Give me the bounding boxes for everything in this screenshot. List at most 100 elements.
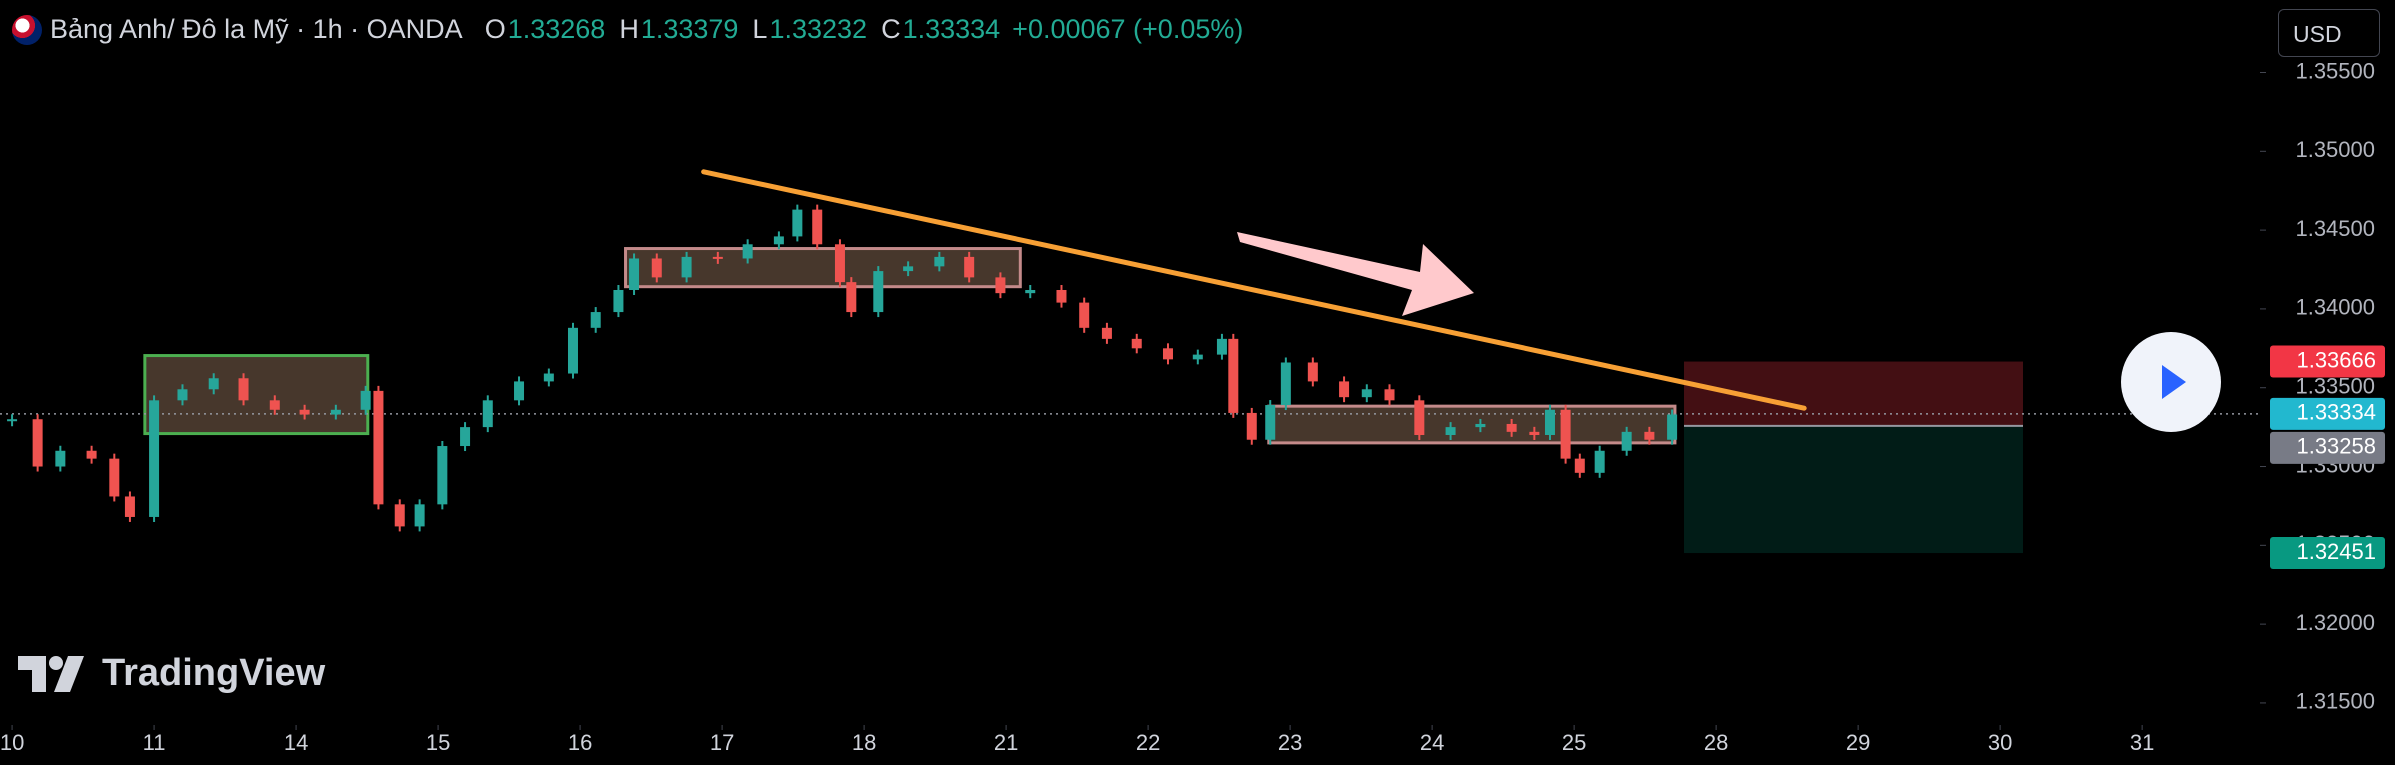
candle-body bbox=[1667, 414, 1678, 440]
candle-body bbox=[460, 427, 471, 447]
axis-layer: 1.355001.350001.345001.340001.335001.330… bbox=[0, 58, 2385, 755]
logo: TradingView bbox=[18, 652, 325, 695]
candle-body bbox=[934, 256, 945, 267]
candle-body bbox=[109, 458, 120, 497]
candle-body bbox=[712, 256, 723, 259]
logo-icon bbox=[18, 655, 84, 692]
candle-body bbox=[373, 390, 384, 505]
candle-body bbox=[32, 419, 43, 467]
x-tick-label: 18 bbox=[852, 730, 876, 755]
price-badge bbox=[2270, 345, 2385, 378]
candle-body bbox=[1246, 412, 1257, 440]
x-tick-label: 25 bbox=[1562, 730, 1586, 755]
price-badge bbox=[2270, 397, 2385, 430]
x-tick-label: 24 bbox=[1420, 730, 1444, 755]
ohlc-item: L1.33232 bbox=[752, 14, 867, 45]
candle-body bbox=[543, 373, 554, 382]
candle-body bbox=[1529, 431, 1540, 435]
direction-arrow bbox=[1237, 232, 1474, 316]
candle-body bbox=[1574, 458, 1585, 473]
symbol-header: Bảng Anh/ Đô la Mỹ · 1h · OANDA O1.33268… bbox=[12, 14, 1243, 45]
x-tick-label: 29 bbox=[1846, 730, 1870, 755]
x-tick-label: 28 bbox=[1704, 730, 1728, 755]
ohlc-value: 1.33268 bbox=[507, 14, 606, 44]
candle-body bbox=[437, 446, 448, 505]
candle-body bbox=[1079, 302, 1090, 328]
candle-body bbox=[681, 256, 692, 278]
candle-body bbox=[86, 450, 97, 459]
candle-body bbox=[812, 209, 823, 245]
candle-body bbox=[1644, 431, 1655, 440]
price-badge bbox=[2270, 537, 2385, 570]
ohlc-label: H bbox=[619, 14, 639, 44]
x-tick-label: 31 bbox=[2130, 730, 2154, 755]
candle-body bbox=[124, 496, 135, 517]
candle-body bbox=[1265, 405, 1276, 440]
x-tick-label: 14 bbox=[284, 730, 308, 755]
candle-body bbox=[1192, 354, 1203, 360]
candle-body bbox=[964, 256, 975, 278]
candle-body bbox=[1056, 290, 1067, 303]
symbol-name[interactable]: Bảng Anh/ Đô la Mỹ · 1h · OANDA bbox=[50, 14, 463, 44]
candle-body bbox=[1560, 409, 1571, 459]
candle-body bbox=[238, 378, 249, 401]
currency-button[interactable]: USD bbox=[2278, 9, 2380, 57]
x-tick-label: 10 bbox=[0, 730, 24, 755]
candle-body bbox=[1162, 348, 1173, 360]
candle-body bbox=[149, 400, 160, 517]
x-tick-label: 30 bbox=[1988, 730, 2012, 755]
x-tick-label: 11 bbox=[143, 730, 166, 755]
price-badge-label: 1.33334 bbox=[2296, 400, 2376, 425]
ohlc-item: O1.33268 bbox=[485, 14, 606, 45]
candle-body bbox=[299, 409, 310, 415]
candle-body bbox=[742, 244, 753, 259]
background-layer bbox=[0, 247, 2260, 554]
candle-body bbox=[1280, 362, 1291, 406]
candle-body bbox=[1339, 381, 1350, 398]
x-tick-label: 17 bbox=[710, 730, 734, 755]
price-badge-label: 1.33258 bbox=[2296, 434, 2376, 459]
y-tick-label: 1.34000 bbox=[2295, 295, 2375, 320]
candle-body bbox=[1307, 362, 1318, 382]
logo-text: TradingView bbox=[102, 652, 326, 694]
target-zone bbox=[1684, 425, 2023, 554]
candle-body bbox=[1475, 423, 1486, 428]
candle-body bbox=[414, 504, 425, 527]
price-change: +0.00067 (+0.05%) bbox=[1012, 14, 1244, 44]
play-button[interactable] bbox=[2121, 332, 2221, 432]
candle-body bbox=[1621, 431, 1632, 451]
candle-body bbox=[1361, 389, 1372, 398]
y-tick-label: 1.35000 bbox=[2295, 137, 2375, 162]
candle-body bbox=[792, 209, 803, 237]
drawings-layer bbox=[701, 169, 1807, 411]
candle-body bbox=[7, 419, 18, 422]
candle-body bbox=[269, 400, 280, 410]
candle-body bbox=[651, 258, 662, 278]
ohlc-label: L bbox=[752, 14, 768, 44]
candle-body bbox=[1131, 338, 1142, 349]
zone-box bbox=[1267, 404, 1677, 445]
x-tick-label: 16 bbox=[568, 730, 592, 755]
candle-body bbox=[846, 282, 857, 313]
ohlc-item: C1.33334 bbox=[881, 14, 1000, 45]
candle-body bbox=[903, 266, 914, 272]
y-tick-label: 1.32000 bbox=[2295, 610, 2375, 635]
ohlc-values: O1.33268 H1.33379 L1.33232 C1.33334 bbox=[485, 14, 1000, 45]
candle-body bbox=[995, 277, 1006, 294]
flag-icon bbox=[12, 14, 42, 45]
ohlc-label: C bbox=[881, 14, 901, 44]
candles-layer bbox=[7, 204, 1678, 532]
candle-body bbox=[360, 390, 371, 410]
ohlc-value: 1.33379 bbox=[640, 14, 739, 44]
candle-body bbox=[629, 258, 640, 290]
candle-body bbox=[1025, 290, 1036, 294]
price-badge-label: 1.32451 bbox=[2296, 539, 2376, 564]
candle-body bbox=[208, 378, 219, 390]
candle-body bbox=[590, 312, 601, 328]
candle-body bbox=[613, 290, 624, 313]
candle-body bbox=[773, 236, 784, 245]
price-badge bbox=[2270, 431, 2385, 464]
candle-body bbox=[834, 244, 845, 283]
